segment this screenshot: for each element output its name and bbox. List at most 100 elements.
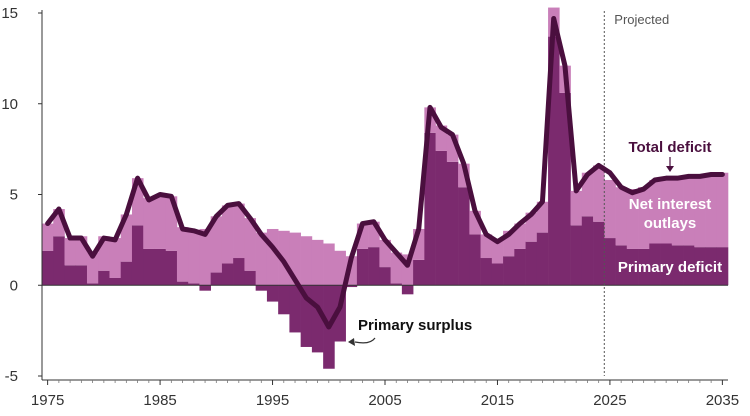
net-interest-bar xyxy=(525,212,538,242)
net-interest-bar xyxy=(154,196,167,249)
primary-deficit-bar xyxy=(311,285,324,353)
net-interest-bar xyxy=(345,256,358,286)
net-interest-bar xyxy=(638,187,650,249)
primary-deficit-bar xyxy=(244,270,256,286)
net-interest-bar xyxy=(188,230,200,284)
x-tick-label: 1975 xyxy=(31,392,64,409)
net-interest-bar xyxy=(255,232,268,286)
net-interest-bar xyxy=(514,223,526,249)
net-interest-bar xyxy=(143,198,155,249)
net-interest-bar xyxy=(379,239,391,268)
x-tick-label: 2035 xyxy=(706,392,739,409)
primary-deficit-bar xyxy=(210,272,223,286)
net-interest-bar xyxy=(660,178,673,244)
net-interest-bar xyxy=(469,210,481,235)
primary-deficit-bar xyxy=(131,225,144,286)
net-interest-bar xyxy=(98,236,110,271)
net-interest-bar xyxy=(491,239,504,264)
net-interest-bar xyxy=(705,174,718,248)
annotations-layer: Total deficit Net interest outlays Prima… xyxy=(348,139,722,346)
primary-deficit-bar xyxy=(379,267,391,286)
x-tick-label: 1985 xyxy=(143,392,176,409)
primary-deficit-bar xyxy=(356,248,369,286)
net-interest-label-line1: Net interest xyxy=(629,196,712,213)
net-interest-bar xyxy=(289,232,301,286)
total-deficit-label: Total deficit xyxy=(628,139,711,156)
primary-deficit-bar xyxy=(435,150,448,286)
net-interest-bar xyxy=(536,201,549,233)
primary-deficit-bar xyxy=(491,263,504,286)
primary-deficit-bar xyxy=(638,248,650,286)
net-interest-bar xyxy=(593,165,605,222)
primary-deficit-bar xyxy=(334,285,346,342)
net-interest-bar xyxy=(446,134,459,162)
primary-deficit-bar xyxy=(300,285,313,347)
primary-deficit-bar xyxy=(581,216,594,286)
primary-deficit-bar xyxy=(705,247,718,286)
primary-deficit-bar xyxy=(42,250,54,286)
primary-deficit-bar xyxy=(86,283,99,286)
y-tick-label: 15 xyxy=(1,5,18,22)
primary-deficit-bar xyxy=(604,238,616,286)
primary-deficit-bar xyxy=(165,250,178,286)
primary-deficit-bar xyxy=(548,36,560,286)
primary-deficit-bar xyxy=(458,187,470,286)
net-interest-bar xyxy=(210,216,223,273)
primary-deficit-bar xyxy=(401,285,414,295)
y-tick-label: 10 xyxy=(1,96,18,113)
net-interest-bar xyxy=(120,214,133,262)
primary-deficit-bar xyxy=(233,258,245,286)
primary-deficit-bar xyxy=(615,245,628,286)
primary-deficit-bar xyxy=(154,248,167,286)
primary-deficit-bar xyxy=(503,256,515,286)
x-tick-label: 2025 xyxy=(593,392,626,409)
x-tick-label: 2005 xyxy=(368,392,401,409)
primary-deficit-bar xyxy=(649,243,661,286)
primary-deficit-bar xyxy=(75,265,88,286)
primary-surplus-arrow xyxy=(354,337,376,344)
net-interest-bar xyxy=(649,179,661,244)
net-interest-bar xyxy=(671,178,684,246)
primary-surplus-arrowhead xyxy=(348,338,355,346)
primary-deficit-bar xyxy=(660,243,673,286)
primary-deficit-bar xyxy=(199,285,211,291)
net-interest-bar xyxy=(221,205,234,264)
net-interest-bar xyxy=(435,125,448,151)
primary-deficit-bar xyxy=(480,258,493,286)
net-interest-bar xyxy=(458,163,470,188)
net-interest-bar xyxy=(176,227,189,282)
primary-deficit-bar xyxy=(188,283,200,286)
net-interest-bar xyxy=(165,196,178,251)
net-interest-bar xyxy=(244,218,256,271)
primary-deficit-bar xyxy=(98,270,110,286)
total-deficit-arrowhead xyxy=(666,166,674,172)
primary-deficit-bar xyxy=(446,161,459,286)
x-tick-label: 2015 xyxy=(481,392,514,409)
net-interest-bar xyxy=(716,172,729,248)
net-interest-bar xyxy=(334,250,346,286)
primary-deficit-bar xyxy=(390,283,403,286)
primary-deficit-bar xyxy=(413,259,425,286)
primary-deficit-bar xyxy=(278,285,290,315)
net-interest-bar xyxy=(503,230,515,257)
primary-deficit-bar xyxy=(64,265,77,286)
net-interest-bar xyxy=(266,228,279,286)
net-interest-bar xyxy=(86,252,99,284)
bars-layer xyxy=(42,7,729,369)
net-interest-bar xyxy=(233,203,245,259)
primary-deficit-bar xyxy=(536,232,549,286)
primary-deficit-bar xyxy=(368,247,380,286)
net-interest-bar xyxy=(604,179,616,239)
y-tick-label: 0 xyxy=(10,277,18,294)
primary-deficit-bar xyxy=(593,221,605,286)
primary-deficit-bar xyxy=(671,245,684,286)
primary-deficit-bar xyxy=(255,285,268,291)
net-interest-label-line2: outlays xyxy=(644,215,697,232)
net-interest-bar xyxy=(480,234,493,259)
primary-deficit-bar xyxy=(266,285,279,302)
net-interest-bar xyxy=(109,238,122,278)
net-interest-bar xyxy=(683,176,695,246)
primary-deficit-bar xyxy=(525,241,538,286)
primary-deficit-bar xyxy=(53,236,65,286)
net-interest-bar xyxy=(311,239,324,286)
